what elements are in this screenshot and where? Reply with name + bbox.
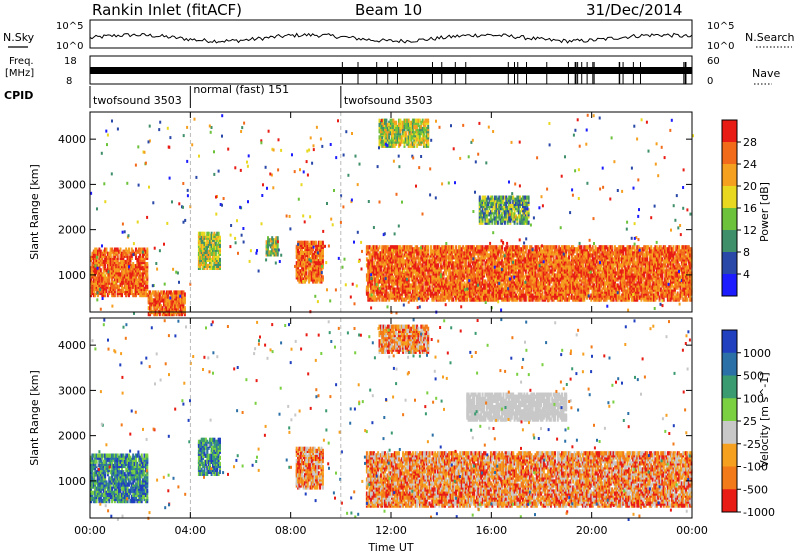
freq-tick-low: 8 [66,76,72,87]
data-cell [322,275,324,279]
data-cell [128,248,130,252]
nave-label: Nave [752,67,780,80]
freq-band [90,67,692,74]
nsky-tick-high: 10^5 [56,21,83,32]
data-cell [117,254,119,258]
cpid-segment-label: twofsound 3503 [344,94,433,107]
data-cell [204,232,206,236]
data-cell [219,236,221,240]
nsearch-tick-high: 10^5 [707,21,734,32]
data-cell [373,261,375,265]
nsearch-label: N.Search [745,31,795,44]
data-cell [106,289,108,293]
nave-tick-high: 60 [707,56,720,67]
data-cell [131,289,133,293]
data-cell [277,236,279,240]
nsky-strip-frame [90,20,692,48]
data-cell [219,244,221,248]
nsky-label: N.Sky [3,31,35,44]
data-cell [108,279,110,283]
data-cell [379,298,381,302]
data-cell [146,272,148,276]
data-cell [219,258,221,262]
nsky-line [90,33,692,43]
cpid-segment-label: twofsound 3503 [93,94,182,107]
nave-tick-low: 0 [707,76,713,87]
data-cell [146,285,148,289]
data-cell [100,268,102,272]
cpid-strip: twofsound 3503 normal (fast) 151 twofsound… [90,83,433,108]
data-cell [184,292,186,296]
data-cell [120,248,122,252]
nsky-trace [90,33,692,43]
data-cell [322,259,324,263]
freq-label-top: Freq. [9,56,34,67]
date-label: 31/Dec/2014 [586,1,682,19]
data-cell [121,293,123,297]
data-cell [367,288,369,292]
data-cell [184,306,186,310]
data-cell [114,293,116,297]
nsky-tick-low: 10^0 [56,41,83,52]
data-cell [322,241,324,245]
data-cell [218,232,220,236]
nsearch-tick-low: 10^0 [707,41,734,52]
freq-tick-high: 18 [64,56,77,67]
data-cell [146,262,148,266]
data-cell [184,296,186,300]
cpid-label: CPID [4,89,33,102]
data-cell [106,248,108,252]
beam-label: Beam 10 [355,1,422,19]
data-cell [379,245,381,249]
data-cell [146,248,148,252]
radar-summary-figure: Rankin Inlet (fitACF) Beam 10 31/Dec/201… [0,0,800,554]
cpid-segment-label: normal (fast) 151 [193,83,289,96]
freq-label-bottom: [MHz] [5,68,34,79]
station-title: Rankin Inlet (fitACF) [92,1,242,19]
freq-trace [90,62,692,84]
data-cell [315,241,317,245]
data-cell [380,267,382,271]
